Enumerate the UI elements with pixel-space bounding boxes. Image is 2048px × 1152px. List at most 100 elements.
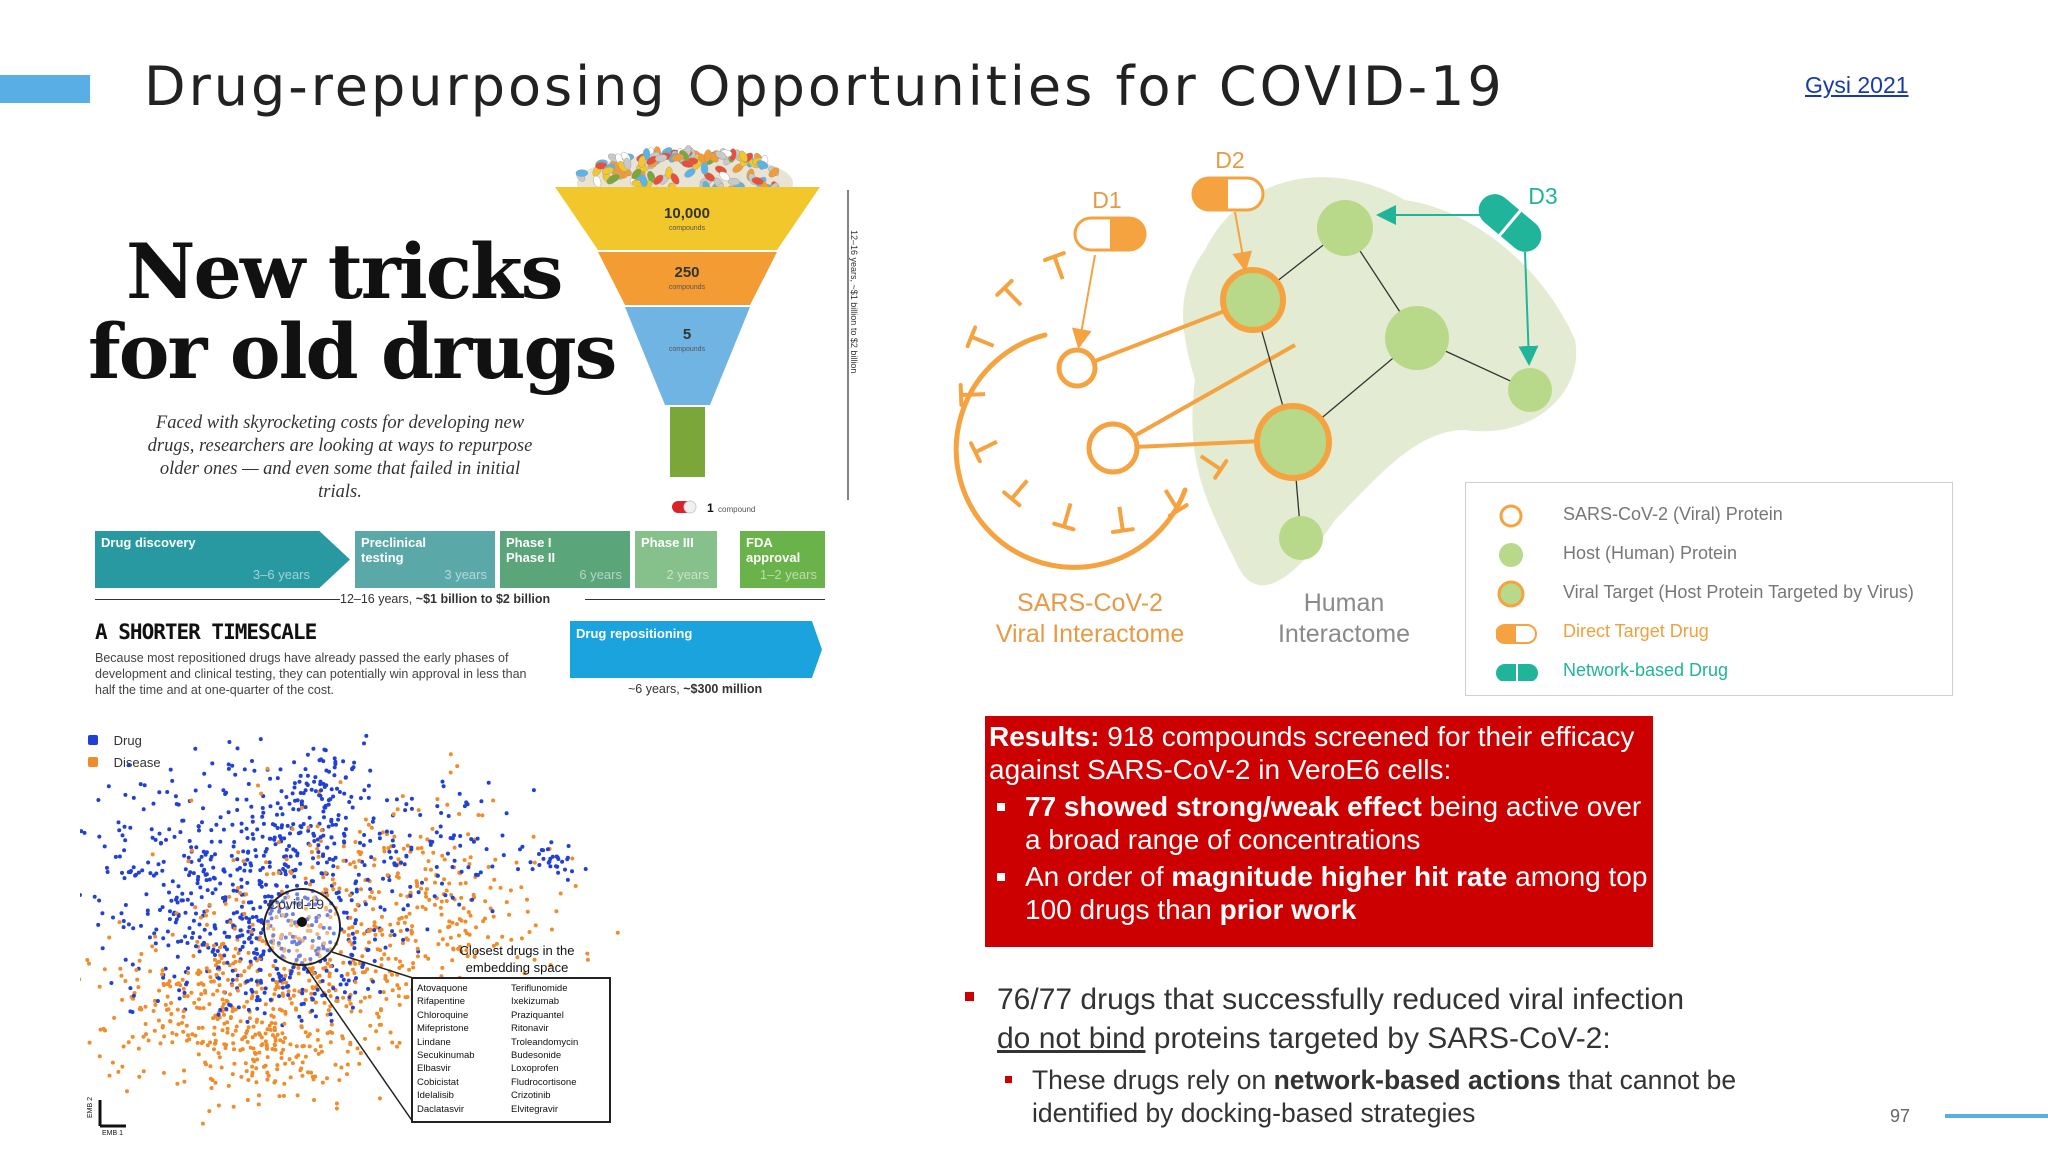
scatter-point [319,871,324,876]
scatter-point [218,815,223,820]
scatter-point [267,860,272,865]
scatter-point [155,999,160,1003]
scatter-point [474,925,478,930]
scatter-point [247,925,252,930]
scatter-point [231,911,236,916]
scatter-point [283,869,288,874]
drug-name: Elvitegravir [511,1103,558,1115]
scatter-point [338,950,343,955]
scatter-point [117,920,122,925]
scatter-point [120,833,125,838]
scatter-point [294,1044,299,1049]
scatter-point [303,988,308,993]
scatter-point [273,1038,278,1043]
drug-name: Loxoprofen [511,1063,559,1075]
scatter-point [244,826,249,831]
scatter-point [113,854,118,859]
scatter-point [138,782,143,787]
scatter-point [327,857,332,861]
scatter-point [360,954,365,959]
scatter-point [189,902,194,907]
scatter-point [255,982,260,987]
scatter-point [274,883,278,888]
scatter-point [189,859,194,864]
scatter-point [239,884,244,889]
scatter-point [238,928,243,933]
scatter-point [227,894,232,899]
title-line-2: for old drugs [88,307,617,396]
scatter-point [233,1007,238,1012]
scatter-point [585,951,590,956]
scatter-point [565,877,570,882]
scatter-point [196,968,201,973]
scatter-point [184,982,189,987]
scatter-point [391,844,396,848]
scatter-point [269,916,274,921]
scatter-point [330,877,335,882]
scatter-point [286,864,291,869]
scatter-point [87,961,91,966]
scatter-point [514,860,519,865]
legend-host-protein: Host (Human) Protein [1563,543,1738,563]
scatter-point [491,798,496,803]
scatter-point [225,1026,230,1031]
scatter-point [435,797,440,802]
scatter-point [335,865,340,870]
host-protein-icon [1499,543,1523,567]
scatter-point [345,1062,350,1067]
scatter-point [180,898,185,903]
scatter-point [378,990,383,994]
scatter-point [87,1040,92,1045]
scatter-point [189,845,194,850]
scatter-point [369,825,374,830]
scatter-point [353,918,358,923]
scatter-point [234,897,239,902]
scatter-point [349,794,354,799]
scatter-point [316,854,321,859]
scatter-point [275,1067,280,1072]
scatter-point [218,881,223,886]
scatter-point [191,918,196,923]
scatter-point [342,929,347,934]
scatter-point [353,990,358,995]
scatter-point [385,873,390,878]
scatter-point [415,881,419,886]
scatter-point [303,1054,308,1059]
scatter-point [531,788,536,793]
scatter-point [243,1035,248,1039]
scatter-point [208,1076,213,1081]
funnel-value-2: 250 [674,264,699,281]
scatter-point [264,1042,269,1047]
scatter-point [303,895,307,900]
citation-link[interactable]: Gysi 2021 [1805,72,1909,98]
drug-name: Budesonide [511,1050,562,1062]
scatter-point [302,957,307,962]
host-protein-node [1279,516,1323,560]
scatter-point [429,867,433,872]
scatter-point [321,809,326,814]
scatter-point [211,1016,216,1021]
scatter-point [180,1020,184,1025]
scatter-point [381,990,386,995]
scatter-point [281,1093,286,1098]
scatter-point [265,1055,270,1060]
scatter-point [257,1093,261,1098]
scatter-point [527,930,532,934]
scatter-point [407,911,412,916]
d1-drug-icon [1073,216,1147,252]
scatter-point [136,985,141,990]
scatter-point [295,948,300,953]
scatter-point [323,870,328,875]
scatter-point [250,994,255,998]
scatter-point [146,1038,151,1043]
scatter-point [286,918,291,923]
scatter-point [244,797,249,802]
scatter-point [318,835,323,840]
scatter-point [205,942,210,947]
scatter-point [419,846,424,850]
scatter-point [432,902,437,907]
scatter-point [329,835,334,840]
scatter-point [245,1040,250,1044]
scatter-point [157,790,162,795]
scatter-point [212,876,217,881]
